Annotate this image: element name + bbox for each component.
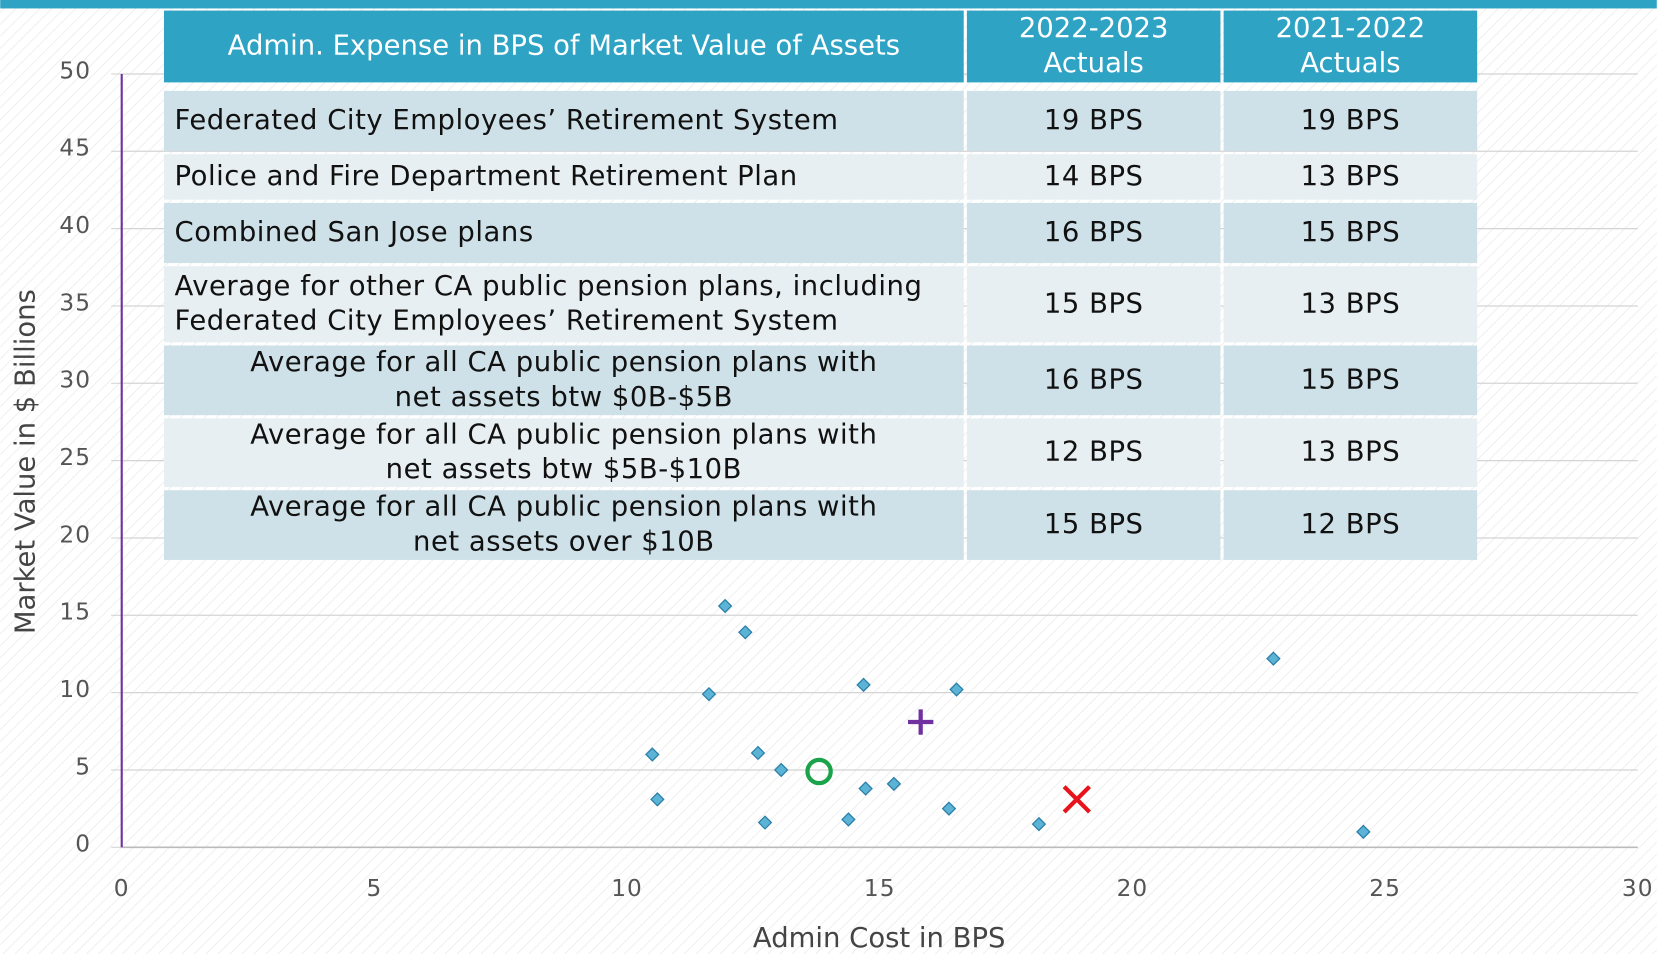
point: [1031, 816, 1047, 832]
cell-text: Combined San Jose plans: [175, 217, 534, 248]
point: [773, 762, 789, 778]
table-cell: [966, 490, 1221, 560]
x-tick-label: 25: [1369, 875, 1401, 902]
cell-text: 14 BPS: [1044, 161, 1144, 192]
y-tick-label: 20: [59, 521, 91, 548]
y-tick-label: 50: [59, 57, 91, 84]
table-cell: [1223, 490, 1478, 560]
table-cell: [163, 202, 964, 264]
header-cell: [1223, 10, 1478, 83]
cell-text: 12 BPS: [1301, 509, 1401, 540]
x-tick-label: 30: [1622, 875, 1654, 902]
header-cell: [966, 10, 1221, 83]
y-tick-label: 35: [59, 289, 91, 316]
cell-text: 15 BPS: [1044, 288, 1144, 319]
cell-text: 15 BPS: [1301, 364, 1401, 395]
cell-text: net assets over $10B: [413, 527, 715, 558]
cell-text: 15 BPS: [1301, 217, 1401, 248]
table-cell: [1223, 154, 1478, 200]
cell-text: Police and Fire Department Retirement Pl…: [175, 161, 798, 192]
y-tick-label: 0: [75, 831, 91, 858]
y-tick-label: 45: [59, 135, 91, 162]
table-cell: [163, 418, 964, 488]
point: [907, 709, 934, 735]
cell-text: Average for other CA public pension plan…: [175, 271, 923, 302]
cell-text: 13 BPS: [1301, 161, 1401, 192]
cell-text: 2022-2023: [1019, 13, 1169, 44]
cell-text: net assets btw $0B-$5B: [395, 382, 733, 413]
point: [645, 747, 660, 762]
table-cell: [163, 345, 964, 416]
table-cell: [966, 418, 1221, 488]
cell-text: 16 BPS: [1044, 217, 1144, 248]
point: [650, 792, 665, 807]
cell-text: net assets btw $5B-$10B: [386, 454, 742, 485]
table-cell: [966, 345, 1221, 416]
point: [856, 677, 871, 693]
cell-text: Federated City Employees’ Retirement Sys…: [175, 306, 839, 337]
cell-text: Average for all CA public pension plans …: [250, 347, 877, 378]
table-cell: [1223, 266, 1478, 343]
table-cell: [1223, 418, 1478, 488]
cell-text: Actuals: [1300, 48, 1400, 79]
table-cell: [966, 154, 1221, 200]
header-cell: [163, 10, 964, 83]
top-strip: [0, 0, 1657, 9]
cell-text: 13 BPS: [1301, 437, 1401, 468]
point: [858, 781, 873, 796]
table-cell: [966, 202, 1221, 264]
y-tick-label: 40: [59, 212, 91, 239]
cell-text: 15 BPS: [1044, 509, 1144, 540]
point: [750, 745, 766, 761]
x-tick-label: 10: [611, 875, 643, 902]
y-tick-label: 5: [75, 753, 91, 780]
point: [949, 682, 964, 697]
cell-text: Admin. Expense in BPS of Market Value of…: [228, 30, 900, 61]
table-cell: [966, 90, 1221, 152]
y-tick-label: 10: [59, 676, 91, 703]
cell-text: 19 BPS: [1301, 105, 1401, 136]
y-tick-label: 15: [59, 599, 91, 626]
point: [841, 812, 856, 827]
cell-text: 19 BPS: [1044, 105, 1144, 136]
cell-text: 2021-2022: [1276, 13, 1426, 44]
y-tick-label: 30: [59, 367, 91, 394]
cell-text: 16 BPS: [1044, 364, 1144, 395]
y-tick-label: 25: [59, 444, 91, 471]
cell-text: Actuals: [1044, 48, 1144, 79]
table-cell: [1223, 345, 1478, 416]
x-tick-label: 15: [864, 875, 896, 902]
point: [941, 801, 957, 816]
table-cell: [163, 154, 964, 200]
cell-text: 13 BPS: [1301, 288, 1401, 319]
table-cell: [163, 490, 964, 560]
cell-text: 12 BPS: [1044, 437, 1144, 468]
cell-text: Federated City Employees’ Retirement Sys…: [175, 105, 839, 136]
table-cell: [1223, 202, 1478, 264]
point: [1266, 651, 1281, 666]
point: [1062, 785, 1091, 814]
table-cell: [163, 266, 964, 343]
cell-text: Average for all CA public pension plans …: [250, 419, 877, 450]
y-axis-title: Market Value in $ Billions: [11, 289, 42, 634]
point: [886, 776, 902, 792]
x-tick-label: 5: [366, 875, 382, 902]
point: [738, 625, 753, 640]
point: [717, 598, 733, 614]
cell-text: Average for all CA public pension plans …: [250, 492, 877, 523]
table-cell: [163, 90, 964, 152]
x-axis-title: Admin Cost in BPS: [753, 923, 1006, 954]
point: [757, 815, 773, 830]
point: [805, 757, 833, 786]
table-cell: [1223, 90, 1478, 152]
table-cell: [966, 266, 1221, 343]
x-tick-label: 20: [1117, 875, 1149, 902]
x-tick-label: 0: [114, 875, 130, 902]
point: [701, 686, 717, 702]
table: Admin. Expense in BPS of Market Value of…: [163, 10, 1478, 560]
point: [1356, 824, 1371, 840]
